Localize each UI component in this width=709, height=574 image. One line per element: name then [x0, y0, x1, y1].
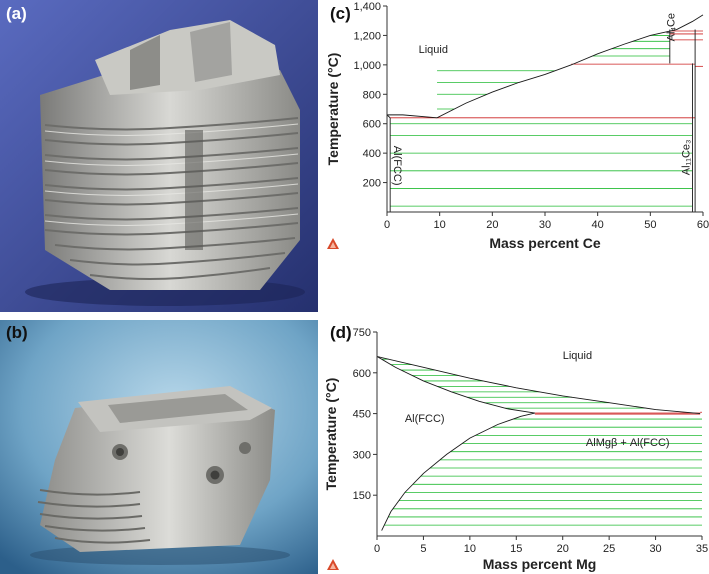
- photo-b-cylinder-head: [0, 320, 318, 574]
- y-tick-label: 600: [353, 368, 371, 380]
- region-label: Al(FCC): [391, 146, 403, 186]
- y-tick-label: 150: [353, 490, 371, 502]
- y-tick-label: 600: [363, 119, 381, 131]
- x-tick-label: 0: [374, 543, 380, 555]
- y-tick-label: 450: [353, 409, 371, 421]
- region-label: Al₄Ce: [666, 13, 678, 41]
- y-tick-label: 1,200: [353, 30, 381, 42]
- region-label: Liquid: [419, 44, 448, 56]
- x-axis-label: Mass percent Ce: [489, 235, 600, 251]
- chart-d: Liquid Al(FCC) AlMgβ + Al(FCC) 0 5 10 15 20 25 30…: [322, 320, 709, 574]
- panel-d-label: (d): [330, 323, 352, 342]
- x-tick-label: 30: [649, 543, 661, 555]
- panel-b-label: (b): [6, 323, 28, 342]
- region-label: Al₁₁Ce₃: [680, 139, 692, 175]
- x-tick-label: 5: [420, 543, 426, 555]
- solidus-line: [376, 356, 535, 414]
- x-tick-label: 60: [697, 219, 709, 231]
- x-tick-label: 0: [384, 219, 390, 231]
- y-tick-label: 200: [363, 178, 381, 190]
- y-tick-label: 750: [353, 327, 371, 339]
- chart-c: Liquid Al(FCC) Al₄Ce Al₁₁Ce₃ 0 10 20 30 40 50 60 20…: [322, 0, 709, 265]
- y-tick-label: 1,400: [353, 1, 381, 13]
- plot-area: Liquid Al(FCC) Al₄Ce Al₁₁Ce₃: [386, 13, 704, 212]
- x-tick-label: 10: [464, 543, 476, 555]
- chart-d-svg: Liquid Al(FCC) AlMgβ + Al(FCC) 0 5 10 15 20 25 30…: [323, 327, 708, 572]
- photo-a-cylinder-head: [0, 0, 318, 312]
- photo-b-illustration: [0, 320, 318, 574]
- thermocalc-logo-icon: [327, 238, 339, 249]
- y-tick-label: 400: [363, 148, 381, 160]
- x-tick-label: 40: [592, 219, 604, 231]
- panel-c-label: (c): [330, 4, 351, 23]
- region-label: Al(FCC): [405, 413, 445, 425]
- liquidus-line: [387, 14, 704, 119]
- x-tick-label: 30: [539, 219, 551, 231]
- y-axis-label: Temperature (°C): [325, 53, 341, 166]
- x-axis-label: Mass percent Mg: [483, 556, 597, 572]
- x-tick-label: 15: [510, 543, 522, 555]
- x-tick-label: 25: [603, 543, 615, 555]
- x-tick-label: 20: [486, 219, 498, 231]
- y-tick-label: 300: [353, 449, 371, 461]
- solidus-line: [386, 114, 391, 119]
- liquidus-line: [376, 356, 701, 415]
- region-label: Liquid: [563, 350, 592, 362]
- y-tick-label: 1,000: [353, 60, 381, 72]
- y-axis-label: Temperature (°C): [323, 378, 339, 491]
- thermocalc-logo-icon: [327, 559, 339, 570]
- x-tick-label: 10: [434, 219, 446, 231]
- x-tick-label: 35: [696, 543, 708, 555]
- fin-lines: [44, 117, 299, 280]
- region-label: AlMgβ + Al(FCC): [586, 437, 670, 449]
- photo-a-illustration: [0, 0, 318, 312]
- y-tick-label: 800: [363, 89, 381, 101]
- solvus-line: [381, 412, 535, 531]
- chart-c-svg: Liquid Al(FCC) Al₄Ce Al₁₁Ce₃ 0 10 20 30 40 50 60 20…: [325, 1, 709, 251]
- panel-a-label: (a): [6, 4, 27, 23]
- x-tick-label: 20: [557, 543, 569, 555]
- plot-area: Liquid Al(FCC) AlMgβ + Al(FCC): [376, 350, 702, 531]
- x-tick-label: 50: [644, 219, 656, 231]
